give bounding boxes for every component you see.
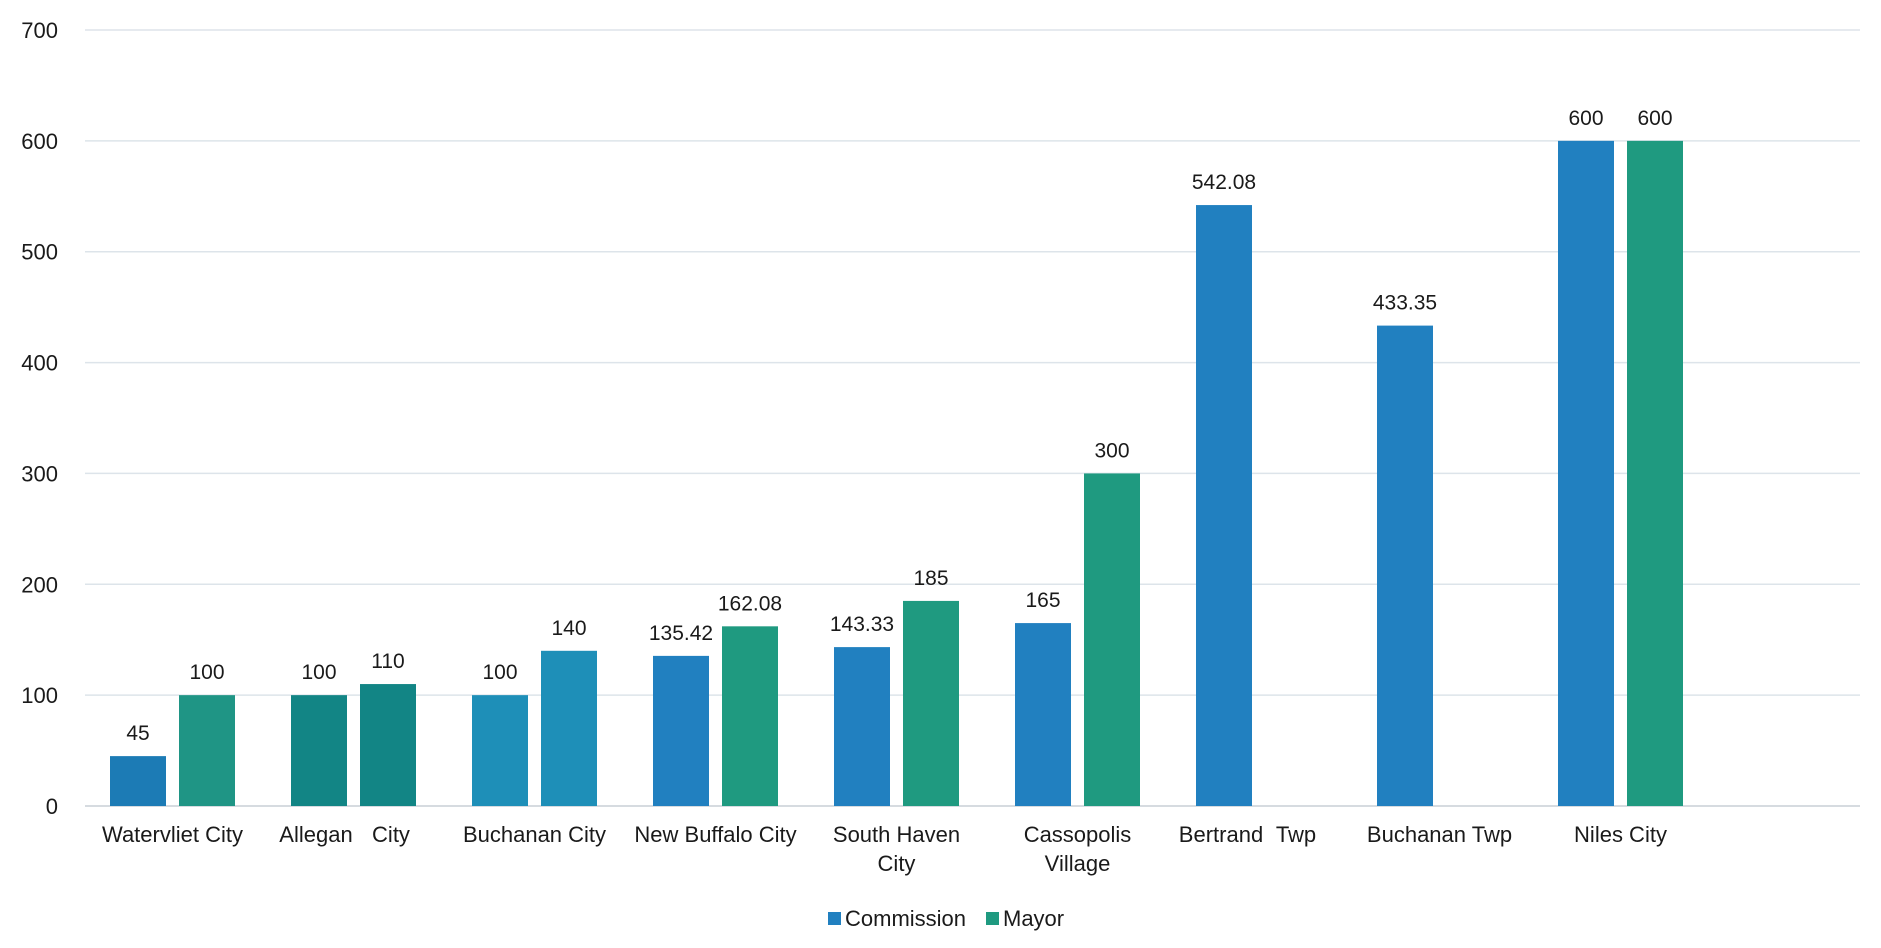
bar-mayor-0	[179, 695, 235, 806]
x-category-label-2-0: Buchanan City	[463, 822, 606, 847]
x-category-label-3-0: New Buffalo City	[634, 822, 796, 847]
bar-commission-0	[110, 756, 166, 806]
legend-swatch-mayor	[986, 912, 999, 925]
bar-mayor-2	[541, 650, 597, 806]
y-tick-label-400: 400	[21, 351, 58, 376]
data-label-commission-3: 135.42	[649, 622, 713, 645]
data-label-commission-0: 45	[126, 722, 149, 745]
data-label-commission-7: 433.35	[1373, 292, 1437, 315]
y-tick-label-0: 0	[46, 794, 58, 819]
data-label-mayor-3: 162.08	[718, 592, 782, 615]
x-category-label-7-0: Buchanan Twp	[1367, 822, 1512, 847]
data-label-commission-2: 100	[482, 661, 517, 684]
x-category-label-1-1: City	[372, 822, 410, 847]
x-category-label-6-0: Bertrand	[1179, 822, 1263, 847]
data-label-mayor-5: 300	[1094, 439, 1129, 462]
x-category-label-4-1: City	[878, 851, 916, 876]
x-category-label-4-0: South Haven	[833, 822, 960, 847]
x-category-label-0-0: Watervliet City	[102, 822, 243, 847]
legend-label-mayor: Mayor	[1003, 906, 1064, 931]
bar-commission-6	[1196, 205, 1252, 806]
data-label-mayor-8: 600	[1637, 107, 1672, 130]
data-label-mayor-0: 100	[189, 661, 224, 684]
data-label-commission-6: 542.08	[1192, 171, 1256, 194]
y-axis-tick-labels: 0 100 200 300 400 500 600 700	[21, 18, 58, 819]
bar-commission-1	[291, 695, 347, 806]
data-label-commission-4: 143.33	[830, 613, 894, 636]
data-label-mayor-2: 140	[551, 617, 586, 640]
y-tick-label-500: 500	[21, 240, 58, 265]
x-category-label-8-0: Niles City	[1574, 822, 1667, 847]
y-tick-label-300: 300	[21, 461, 58, 486]
bar-mayor-5	[1084, 473, 1140, 806]
data-label-commission-1: 100	[301, 661, 336, 684]
bar-commission-2	[472, 695, 528, 806]
data-label-commission-8: 600	[1568, 107, 1603, 130]
x-axis-category-labels: Watervliet City Allegan City Buchanan City N…	[102, 822, 1667, 876]
x-category-label-5-0: Cassopolis	[1024, 822, 1132, 847]
y-tick-label-600: 600	[21, 129, 58, 154]
y-tick-label-700: 700	[21, 18, 58, 43]
x-category-label-5-1: Village	[1045, 851, 1111, 876]
bars	[110, 140, 1683, 806]
x-category-label-1-0: Allegan	[279, 822, 352, 847]
bar-mayor-1	[360, 684, 416, 806]
bar-commission-3	[653, 655, 709, 806]
bar-mayor-8	[1627, 140, 1683, 806]
y-tick-label-100: 100	[21, 683, 58, 708]
bar-commission-4	[834, 647, 890, 806]
bar-mayor-3	[722, 626, 778, 806]
x-category-label-6-1: Twp	[1276, 822, 1316, 847]
y-tick-label-200: 200	[21, 572, 58, 597]
legend-swatch-commission	[828, 912, 841, 925]
bar-commission-8	[1558, 140, 1614, 806]
bar-commission-5	[1015, 623, 1071, 806]
data-label-commission-5: 165	[1025, 589, 1060, 612]
legend-label-commission: Commission	[845, 906, 966, 931]
data-label-mayor-4: 185	[913, 567, 948, 590]
legend: Commission Mayor	[828, 906, 1064, 931]
data-label-mayor-1: 110	[371, 650, 404, 673]
bar-commission-7	[1377, 325, 1433, 806]
bar-mayor-4	[903, 600, 959, 806]
